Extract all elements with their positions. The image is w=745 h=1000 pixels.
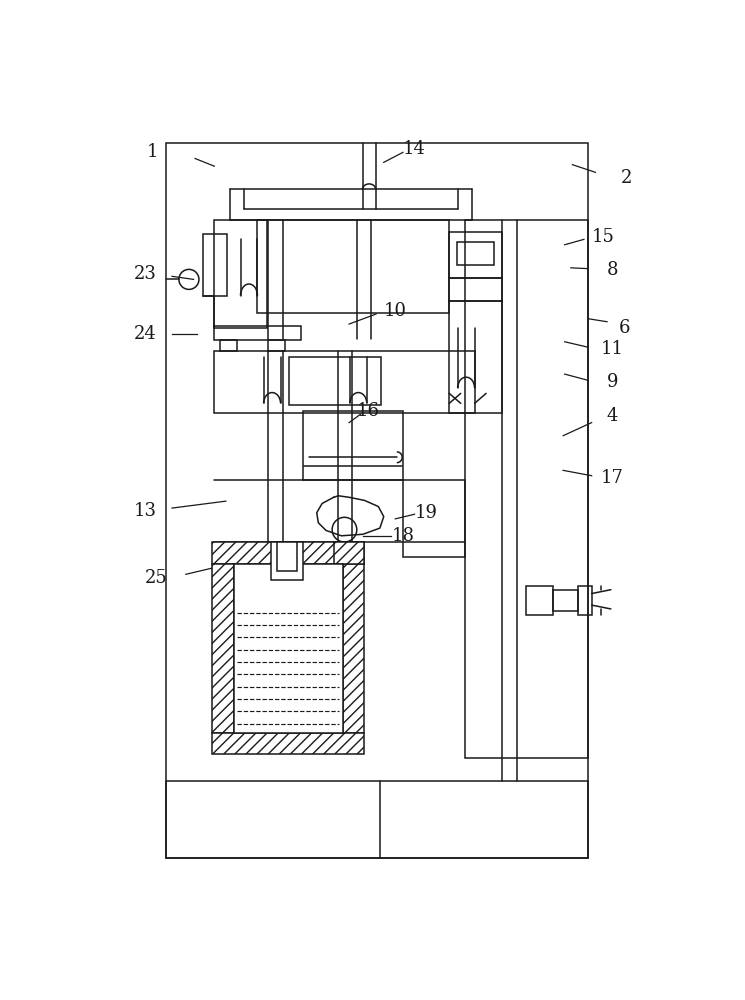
Text: 23: 23: [133, 265, 156, 283]
Bar: [212, 542, 364, 564]
Text: 9: 9: [606, 373, 618, 391]
Text: 8: 8: [606, 261, 618, 279]
Text: 15: 15: [592, 228, 615, 246]
Text: 17: 17: [601, 469, 624, 487]
Bar: [212, 564, 234, 733]
Text: 1: 1: [147, 143, 159, 161]
Bar: [343, 564, 364, 733]
Text: 14: 14: [403, 140, 426, 158]
Text: 4: 4: [606, 407, 618, 425]
Bar: [221, 340, 238, 351]
Bar: [215, 220, 267, 328]
Bar: [212, 733, 364, 754]
Text: 16: 16: [357, 402, 380, 420]
Bar: [553, 590, 578, 611]
Bar: [303, 411, 403, 466]
Bar: [166, 781, 588, 858]
Bar: [257, 220, 449, 312]
Bar: [276, 542, 297, 571]
Bar: [203, 234, 227, 296]
Bar: [268, 340, 285, 351]
Text: 19: 19: [414, 504, 437, 522]
Text: 2: 2: [621, 169, 632, 187]
Bar: [234, 564, 343, 733]
Text: 11: 11: [601, 340, 624, 358]
Text: 10: 10: [384, 302, 407, 320]
Bar: [449, 232, 501, 278]
Bar: [457, 242, 494, 265]
Bar: [270, 542, 303, 580]
Bar: [526, 586, 553, 615]
Bar: [578, 586, 592, 615]
Bar: [289, 357, 381, 405]
Bar: [215, 326, 300, 340]
Bar: [403, 480, 465, 557]
Bar: [166, 143, 588, 858]
Text: 13: 13: [133, 502, 156, 520]
Bar: [334, 542, 364, 564]
Text: 18: 18: [391, 527, 414, 545]
Bar: [449, 278, 501, 301]
Bar: [465, 220, 588, 758]
Bar: [449, 301, 501, 413]
Text: 25: 25: [145, 569, 168, 587]
Text: 6: 6: [619, 319, 630, 337]
Text: 24: 24: [133, 325, 156, 343]
Bar: [215, 351, 475, 413]
